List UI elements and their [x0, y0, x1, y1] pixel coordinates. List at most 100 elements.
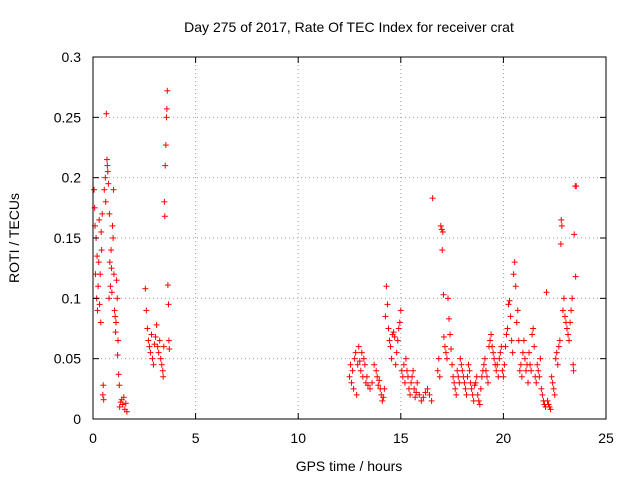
data-point [383, 283, 390, 290]
data-point [166, 346, 173, 353]
data-point [525, 379, 532, 386]
data-point [448, 346, 455, 353]
data-point [414, 379, 421, 386]
data-point [115, 337, 122, 344]
data-point [436, 373, 443, 380]
data-point [553, 349, 560, 356]
data-point [450, 373, 457, 380]
data-point [443, 355, 450, 362]
data-point [520, 337, 527, 344]
data-point [160, 343, 167, 350]
data-point [97, 271, 104, 278]
chart-title: Day 275 of 2017, Rate Of TEC Index for r… [184, 19, 514, 35]
data-point [487, 337, 494, 344]
data-point [112, 313, 119, 320]
x-tick-label: 20 [496, 430, 512, 446]
data-point [412, 394, 419, 401]
data-point [154, 343, 161, 350]
data-point [347, 361, 354, 368]
data-point [348, 379, 355, 386]
data-point [376, 377, 383, 384]
data-point [386, 337, 393, 344]
y-tick-label: 0.25 [54, 109, 81, 125]
data-point [458, 361, 465, 368]
data-point [548, 373, 555, 380]
data-point [95, 259, 102, 266]
data-point [453, 391, 460, 398]
data-point [449, 361, 456, 368]
data-point [514, 307, 521, 314]
data-point [97, 319, 104, 326]
data-point [413, 389, 420, 396]
data-point [123, 408, 130, 415]
data-point [401, 379, 408, 386]
data-point [109, 222, 116, 229]
data-point [104, 168, 111, 175]
data-point [521, 355, 528, 362]
data-point [96, 216, 103, 223]
data-point [465, 361, 472, 368]
data-point [516, 367, 523, 374]
data-point [164, 282, 171, 289]
data-point [162, 142, 169, 149]
data-point [435, 355, 442, 362]
data-point [96, 301, 103, 308]
data-point [508, 337, 515, 344]
data-point [456, 379, 463, 386]
data-point [535, 367, 542, 374]
data-point [108, 247, 115, 254]
data-point [519, 349, 526, 356]
data-point [116, 403, 123, 410]
data-point [105, 180, 112, 187]
data-point [163, 105, 170, 112]
data-point [455, 373, 462, 380]
data-point [100, 396, 107, 403]
data-point [437, 222, 444, 229]
data-point [475, 397, 482, 404]
data-point [501, 361, 508, 368]
data-point [480, 361, 487, 368]
y-tick-label: 0.15 [54, 230, 81, 246]
data-point [503, 331, 510, 338]
data-point [103, 156, 110, 163]
data-point [550, 385, 557, 392]
data-point [161, 198, 168, 205]
data-point [555, 343, 562, 350]
data-point [379, 397, 386, 404]
data-point [102, 198, 109, 205]
data-point [502, 343, 509, 350]
data-point [142, 285, 149, 292]
data-point [152, 333, 159, 340]
data-point [396, 319, 403, 326]
data-point [397, 307, 404, 314]
data-point [106, 210, 113, 217]
data-point [442, 349, 449, 356]
data-point [402, 355, 409, 362]
data-point [101, 186, 108, 193]
data-point [103, 110, 110, 117]
y-axis-label: ROTI / TECUs [6, 193, 22, 283]
data-point [527, 361, 534, 368]
data-point [114, 295, 121, 302]
data-point [561, 313, 568, 320]
data-point [360, 355, 367, 362]
data-point [158, 361, 165, 368]
data-point [451, 379, 458, 386]
data-point [528, 367, 535, 374]
data-point [470, 397, 477, 404]
data-point [566, 337, 573, 344]
data-point [477, 385, 484, 392]
data-point [110, 271, 117, 278]
data-point [364, 382, 371, 389]
data-point [461, 379, 468, 386]
data-point [558, 222, 565, 229]
data-point [104, 162, 111, 169]
data-point [106, 259, 113, 266]
data-point [462, 385, 469, 392]
y-tick-label: 0.05 [54, 351, 81, 367]
data-point [399, 373, 406, 380]
data-point [353, 391, 360, 398]
data-point [499, 367, 506, 374]
data-point [551, 391, 558, 398]
data-point [146, 343, 153, 350]
